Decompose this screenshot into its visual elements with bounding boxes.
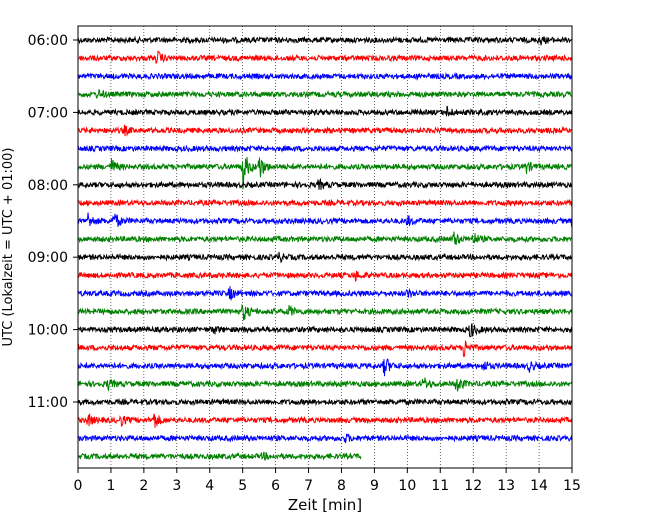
y-tick-label-5: 11:00 xyxy=(28,395,68,411)
traces xyxy=(77,35,573,462)
trace-0645 xyxy=(77,88,573,99)
x-tick-label-6: 6 xyxy=(271,478,280,494)
trace-1145 xyxy=(77,451,362,462)
trace-0615 xyxy=(77,50,573,64)
x-axis-label: Zeit [min] xyxy=(288,496,362,514)
y-tick-label-4: 10:00 xyxy=(28,323,68,339)
x-tick-label-5: 5 xyxy=(238,478,247,494)
x-tick-label-2: 2 xyxy=(139,478,148,494)
trace-1015 xyxy=(77,340,573,358)
trace-0945 xyxy=(78,303,573,321)
y-axis-label: UTC (Lokalzeit = UTC + 01:00) xyxy=(1,148,16,347)
trace-1000 xyxy=(77,323,573,338)
x-tick-label-9: 9 xyxy=(370,478,379,494)
y-tick-label-3: 09:00 xyxy=(28,250,68,266)
y-ticks: 06:00 07:00 08:00 09:00 10:00 11:00 xyxy=(28,33,78,411)
trace-0815 xyxy=(77,198,573,208)
y-tick-label-2: 08:00 xyxy=(28,178,68,194)
x-ticks: 0 1 2 3 4 5 6 7 8 9 10 11 12 13 14 15 xyxy=(74,468,581,494)
x-tick-label-13: 13 xyxy=(497,478,515,494)
x-tick-label-1: 1 xyxy=(106,478,115,494)
trace-0900 xyxy=(77,251,573,264)
x-tick-label-0: 0 xyxy=(74,478,83,494)
trace-0745 xyxy=(77,156,573,190)
y-tick-label-1: 07:00 xyxy=(28,105,68,121)
trace-0700 xyxy=(77,105,573,117)
trace-0630 xyxy=(77,71,573,81)
trace-1045 xyxy=(77,377,573,392)
x-tick-label-3: 3 xyxy=(172,478,181,494)
x-tick-label-4: 4 xyxy=(205,478,214,494)
trace-1030 xyxy=(77,358,573,377)
x-tick-label-10: 10 xyxy=(398,478,416,494)
x-tick-label-11: 11 xyxy=(431,478,449,494)
trace-0715 xyxy=(77,124,573,137)
trace-1100 xyxy=(77,397,573,407)
x-tick-label-12: 12 xyxy=(464,478,482,494)
y-tick-label-0: 06:00 xyxy=(28,33,68,49)
x-tick-label-8: 8 xyxy=(337,478,346,494)
trace-0845 xyxy=(77,231,573,246)
trace-0600 xyxy=(77,35,573,46)
trace-0915 xyxy=(77,270,573,282)
trace-0800 xyxy=(77,177,573,190)
trace-1115 xyxy=(77,413,573,428)
trace-1130 xyxy=(77,433,573,444)
trace-0830 xyxy=(77,212,573,228)
plot-area xyxy=(78,26,572,468)
x-tick-label-15: 15 xyxy=(563,478,581,494)
plot-frame xyxy=(77,25,573,469)
trace-0730 xyxy=(77,144,573,153)
x-tick-label-14: 14 xyxy=(530,478,548,494)
x-tick-label-7: 7 xyxy=(304,478,313,494)
trace-0930 xyxy=(77,286,573,302)
